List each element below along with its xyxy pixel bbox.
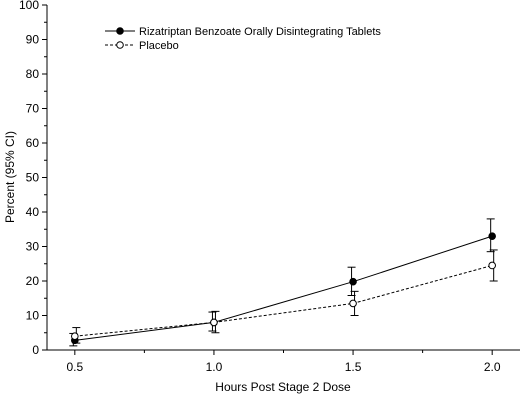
series-layer: [69, 218, 498, 347]
x-tick-label: 1.0: [206, 360, 223, 374]
y-tick-label: 30: [26, 240, 40, 254]
legend: Rizatriptan Benzoate Orally Disintegrati…: [105, 26, 381, 52]
y-tick-label: 80: [26, 67, 40, 81]
data-point: [210, 318, 218, 327]
x-tick-label: 1.5: [345, 360, 362, 374]
y-tick-label: 0: [32, 343, 39, 357]
legend-swatch-marker: [116, 27, 124, 35]
series-line: [74, 235, 493, 341]
series-1: [71, 249, 498, 344]
y-tick-label: 50: [26, 171, 40, 185]
legend-label: Rizatriptan Benzoate Orally Disintegrati…: [139, 26, 381, 38]
y-tick-label: 40: [26, 205, 40, 219]
y-axis-ticks: 0 10 20 30 40 50 60 70 80 90 100: [19, 0, 47, 357]
y-tick-label: 70: [26, 102, 40, 116]
data-point: [488, 232, 496, 240]
y-tick-label: 10: [26, 309, 40, 323]
y-tick-label: 60: [26, 136, 40, 150]
legend-swatch-marker: [116, 41, 124, 49]
data-point: [71, 332, 79, 341]
y-tick-label: 100: [19, 0, 39, 12]
y-tick-label: 90: [26, 33, 40, 47]
legend-label: Placebo: [139, 40, 179, 52]
y-tick-label: 20: [26, 274, 40, 288]
plot-frame: [46, 5, 520, 351]
data-point: [349, 299, 357, 308]
series-line: [74, 264, 493, 337]
data-point: [488, 261, 496, 270]
x-axis-title: Hours Post Stage 2 Dose: [215, 380, 351, 394]
x-tick-label: 0.5: [66, 360, 83, 374]
y-axis-title: Percent (95% CI): [3, 131, 17, 223]
x-tick-label: 2.0: [484, 360, 501, 374]
x-axis-ticks: 0.5 1.0 1.5 2.0: [66, 350, 501, 374]
data-point: [349, 277, 357, 286]
